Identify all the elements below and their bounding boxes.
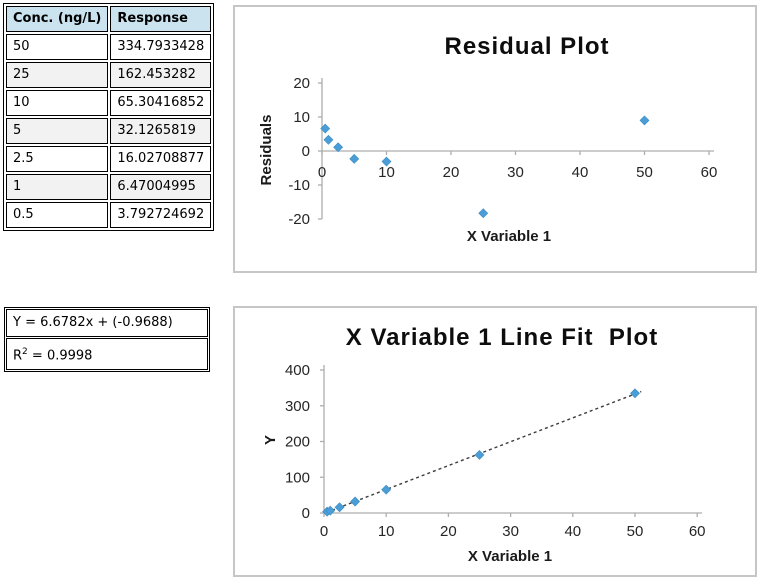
table-cell: 16.02708877: [110, 146, 212, 172]
x-tick-label: 60: [689, 523, 706, 540]
table-cell: 162.453282: [110, 62, 212, 88]
table-cell: 3.792724692: [110, 202, 212, 228]
chart-title: X Variable 1 Line Fit Plot: [346, 324, 658, 351]
col-header-conc: Conc. (ng/L): [6, 6, 109, 32]
y-tick-label: 20: [293, 75, 310, 92]
y-tick-label: 400: [285, 362, 310, 379]
table-cell: 32.1265819: [110, 118, 212, 144]
data-point: [334, 502, 345, 513]
y-tick-label: -10: [288, 177, 310, 194]
line-fit-plot-panel: 0 10 20 30 40 50 60 0 100 200 300 400 X Variable 1 L…: [233, 306, 757, 577]
concentration-response-table: Conc. (ng/L) Response 50 334.7933428 25 162…: [3, 3, 215, 231]
col-header-response: Response: [110, 6, 212, 32]
x-tick-label: 10: [378, 523, 395, 540]
equation-text: Y = 6.6782x + (-0.9688): [6, 309, 208, 337]
table-header-row: Conc. (ng/L) Response: [6, 6, 212, 32]
y-tick-label: 200: [285, 434, 310, 451]
table-row: 1 6.47004995: [6, 174, 212, 200]
table-cell: 0.5: [6, 202, 109, 228]
data-point: [474, 449, 485, 460]
table-cell: 5: [6, 118, 109, 144]
trendline: [326, 390, 642, 514]
x-tick-label: 40: [572, 164, 589, 181]
x-tick-label: 30: [507, 164, 524, 181]
r-squared-text: R2 = 0.9998: [6, 338, 208, 371]
data-point: [349, 153, 360, 164]
x-axis-label: X Variable 1: [467, 228, 551, 245]
residual-plot-chart: 0 10 20 30 40 50 60 20 10 0 -10 -20 Residual Plot X V…: [258, 33, 718, 245]
r-squared-exponent: 2: [22, 347, 28, 357]
x-tick-label: 0: [320, 523, 328, 540]
y-tick-label: 0: [302, 143, 310, 160]
table-row: 10 65.30416852: [6, 90, 212, 116]
r-squared-value: = 0.9998: [27, 348, 93, 364]
data-point: [350, 496, 361, 507]
x-tick-label: 60: [701, 164, 718, 181]
table-row: 50 334.7933428: [6, 34, 212, 60]
y-axis-label: Residuals: [258, 115, 275, 186]
data-point: [325, 505, 336, 516]
line-fit-plot-chart: 0 10 20 30 40 50 60 0 100 200 300 400 X Variable 1 L…: [262, 324, 706, 565]
data-point: [381, 484, 392, 495]
x-tick-label: 10: [378, 164, 395, 181]
x-tick-label: 40: [564, 523, 581, 540]
x-tick-label: 20: [440, 523, 457, 540]
y-tick-label: 10: [293, 109, 310, 126]
x-tick-label: 50: [627, 523, 644, 540]
table-cell: 1: [6, 174, 109, 200]
regression-equation-box: Y = 6.6782x + (-0.9688) R2 = 0.9998: [4, 307, 210, 373]
table-cell: 65.30416852: [110, 90, 212, 116]
table-row: 0.5 3.792724692: [6, 202, 212, 228]
data-point: [320, 123, 331, 134]
table-cell: 10: [6, 90, 109, 116]
y-tick-label: -20: [288, 211, 310, 228]
table-cell: 2.5: [6, 146, 109, 172]
data-point: [323, 134, 334, 145]
table-row: 5 32.1265819: [6, 118, 212, 144]
data-point: [630, 388, 640, 399]
x-tick-label: 50: [636, 164, 653, 181]
chart-title: Residual Plot: [444, 33, 609, 60]
residual-plot-panel: 0 10 20 30 40 50 60 20 10 0 -10 -20 Residual Plot X V…: [233, 5, 757, 273]
y-tick-label: 100: [285, 469, 310, 486]
y-axis-label: Y: [262, 435, 279, 445]
x-tick-label: 30: [502, 523, 519, 540]
r-squared-base: R: [13, 348, 23, 364]
x-axis-label: X Variable 1: [468, 548, 552, 565]
table-cell: 50: [6, 34, 109, 60]
data-point: [381, 156, 392, 167]
table-cell: 334.7933428: [110, 34, 212, 60]
y-tick-label: 300: [285, 398, 310, 415]
x-tick-label: 0: [318, 164, 326, 181]
table-cell: 6.47004995: [110, 174, 212, 200]
y-tick-label: 0: [302, 505, 310, 522]
data-point: [333, 142, 344, 153]
table-cell: 25: [6, 62, 109, 88]
table-row: 25 162.453282: [6, 62, 212, 88]
data-point: [639, 115, 650, 126]
x-tick-label: 20: [443, 164, 460, 181]
table-row: 2.5 16.02708877: [6, 146, 212, 172]
data-point: [478, 208, 489, 219]
